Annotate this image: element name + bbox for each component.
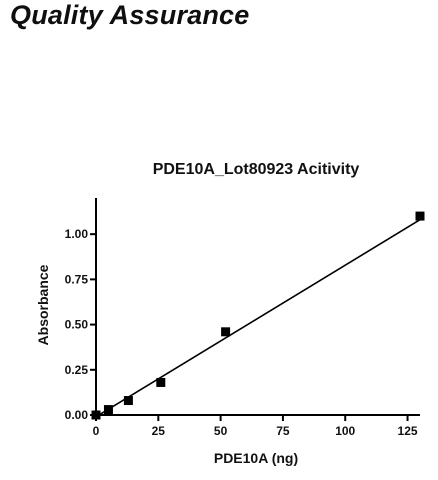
y-tick-label: 0.50 (65, 318, 89, 332)
y-tick-label: 1.00 (65, 227, 89, 241)
y-tick-label: 0.00 (65, 408, 89, 422)
page-heading: Quality Assurance (10, 0, 250, 30)
x-tick-label: 75 (276, 424, 290, 438)
data-point (221, 327, 231, 337)
data-point (91, 410, 101, 420)
x-tick-label: 25 (152, 424, 166, 438)
data-point (415, 211, 425, 221)
x-tick-label: 125 (398, 424, 418, 438)
x-tick-label: 50 (214, 424, 228, 438)
fit-line (95, 219, 421, 418)
data-point (156, 377, 166, 387)
y-axis-label: Absorbance (35, 264, 51, 345)
chart-title: PDE10A_Lot80923 Acitivity (153, 161, 360, 178)
x-axis-label: PDE10A (ng) (214, 450, 298, 466)
y-tick-label: 0.75 (65, 272, 89, 286)
y-tick-label: 0.25 (65, 363, 89, 377)
data-point (123, 396, 133, 406)
plot-area: 0.00 0.25 0.50 0.75 1.00 0 25 50 75 100 125 (65, 198, 425, 438)
data-point (103, 405, 113, 415)
x-tick-label: 100 (335, 424, 355, 438)
x-tick-label: 0 (93, 424, 100, 438)
